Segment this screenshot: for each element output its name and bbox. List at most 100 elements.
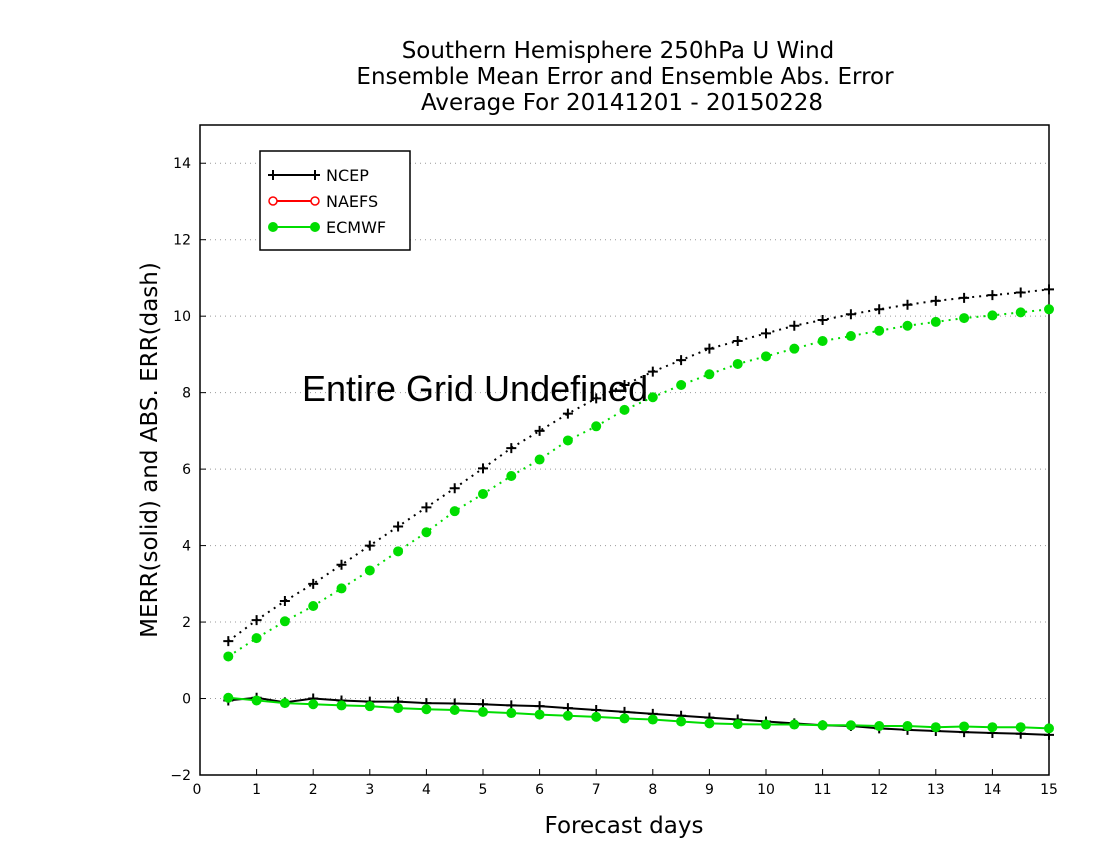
ncep-abs-err-line <box>227 288 1050 642</box>
y-tick-label: −2 <box>170 768 191 784</box>
ecmwf-abs-err-point <box>789 343 800 354</box>
ecmwf-abs-err-point <box>393 546 404 557</box>
y-axis: −2 0 2 4 6 8 10 12 14 <box>170 156 206 784</box>
ecmwf-mean-err-point <box>874 721 885 732</box>
y-tick-label: 14 <box>173 156 191 172</box>
ncep-abs-err-point <box>534 425 545 436</box>
ecmwf-abs-err-point <box>223 651 234 662</box>
ecmwf-mean-err-point <box>506 708 517 719</box>
ncep-abs-err-point <box>449 483 460 494</box>
legend-marker <box>268 196 278 206</box>
x-tick-label: 4 <box>422 782 431 798</box>
ecmwf-mean-err-point <box>364 701 375 712</box>
x-tick-label: 2 <box>309 782 318 798</box>
ncep-abs-err-point <box>308 578 319 589</box>
ecmwf-abs-err-point <box>676 380 687 390</box>
x-tick-label: 0 <box>193 782 202 798</box>
x-tick-label: 3 <box>365 782 374 798</box>
legend-label: ECMWF <box>326 218 386 237</box>
ncep-abs-err-point <box>987 290 998 301</box>
ecmwf-mean-err-point <box>478 706 488 717</box>
ecmwf-abs-err-point <box>761 351 771 362</box>
ecmwf-abs-err-point <box>336 583 347 594</box>
x-axis-label: Forecast days <box>545 813 704 839</box>
ecmwf-mean-err-point <box>251 695 262 706</box>
legend-label: NCEP <box>326 166 369 185</box>
ecmwf-mean-err-point <box>421 704 432 715</box>
ecmwf-mean-err-point <box>449 705 460 715</box>
x-axis: 0 1 2 3 4 5 6 7 8 9 10 11 12 13 14 15 <box>193 769 1058 798</box>
ecmwf-mean-err-point <box>393 703 404 714</box>
ncep-abs-err-point <box>845 309 856 320</box>
ecmwf-mean-err-point <box>930 722 941 733</box>
ncep-abs-err-point <box>789 320 800 331</box>
ecmwf-abs-err-point <box>591 421 602 432</box>
ecmwf-mean-err-point <box>704 718 715 729</box>
ncep-mean-err-line <box>228 696 1050 736</box>
ncep-abs-err-point <box>930 295 941 306</box>
x-tick-label: 14 <box>983 782 1001 798</box>
ecmwf-mean-err-point <box>789 719 800 730</box>
x-tick-label: 5 <box>479 782 488 798</box>
legend-item-ncep: NCEP <box>268 166 369 185</box>
y-tick-label: 0 <box>182 692 191 708</box>
ecmwf-abs-err-point <box>449 506 460 517</box>
ecmwf-mean-err-point <box>591 711 602 722</box>
x-tick-label: 9 <box>705 782 714 798</box>
ecmwf-mean-err-point <box>619 713 630 724</box>
ecmwf-abs-err-point <box>251 633 262 644</box>
ncep-abs-err-point <box>251 615 262 626</box>
ecmwf-mean-err-point <box>845 720 856 731</box>
ecmwf-abs-err-point <box>930 316 941 327</box>
ecmwf-abs-err-point <box>647 392 658 403</box>
x-tick-label: 10 <box>757 782 775 798</box>
ncep-abs-err-point <box>676 355 687 366</box>
ecmwf-mean-err-point <box>308 699 319 710</box>
ncep-abs-err-point <box>223 636 234 647</box>
ncep-abs-err-point <box>1015 287 1026 298</box>
ecmwf-mean-err-point <box>987 722 998 733</box>
ecmwf-abs-err-point <box>902 320 913 331</box>
legend-label: NAEFS <box>326 192 378 211</box>
y-axis-label: MERR(solid) and ABS. ERR(dash) <box>137 262 163 638</box>
ecmwf-abs-err-point <box>987 310 998 321</box>
x-tick-label: 1 <box>252 782 261 798</box>
ecmwf-abs-err-point <box>364 565 375 576</box>
ncep-abs-err-point <box>562 408 573 419</box>
x-tick-label: 15 <box>1040 782 1058 798</box>
ecmwf-abs-err-point <box>704 369 715 380</box>
ncep-abs-err-point <box>704 343 715 354</box>
ncep-abs-err-point <box>364 540 375 551</box>
legend-marker <box>310 196 320 206</box>
title-line-3: Average For 20141201 - 20150228 <box>421 90 823 116</box>
ncep-abs-err-point <box>506 443 517 454</box>
ncep-abs-err-point <box>478 463 488 474</box>
legend-item-naefs: NAEFS <box>268 192 378 211</box>
legend: NCEP NAEFS ECMWF <box>259 150 411 251</box>
ncep-abs-err-point <box>732 336 743 347</box>
x-tick-label: 7 <box>592 782 601 798</box>
ncep-abs-err-point <box>279 596 290 607</box>
legend-item-ecmwf: ECMWF <box>268 218 386 237</box>
ncep-abs-err-point <box>393 521 404 532</box>
ncep-abs-err-point <box>874 304 885 315</box>
ecmwf-mean-err-point <box>1044 723 1054 734</box>
ncep-abs-err-point <box>817 315 828 325</box>
ecmwf-mean-err-point <box>732 719 743 730</box>
ecmwf-mean-err-point <box>336 700 347 711</box>
ncep-abs-err-point <box>421 502 432 513</box>
ecmwf-mean-err-point <box>223 692 234 703</box>
ecmwf-mean-err-point <box>562 710 573 721</box>
chart-title: Southern Hemisphere 250hPa U Wind Ensemb… <box>356 38 894 116</box>
x-tick-label: 12 <box>870 782 888 798</box>
ncep-abs-err-point <box>959 292 970 303</box>
ncep-abs-err-point <box>902 299 913 310</box>
ecmwf-abs-err-point <box>1044 304 1054 315</box>
y-tick-label: 12 <box>173 233 191 249</box>
ncep-abs-err-point <box>647 366 658 377</box>
plot-frame <box>199 124 1050 776</box>
ncep-abs-err-point <box>336 559 347 570</box>
ecmwf-mean-err-point <box>534 709 545 720</box>
ecmwf-mean-err-point <box>647 714 658 725</box>
